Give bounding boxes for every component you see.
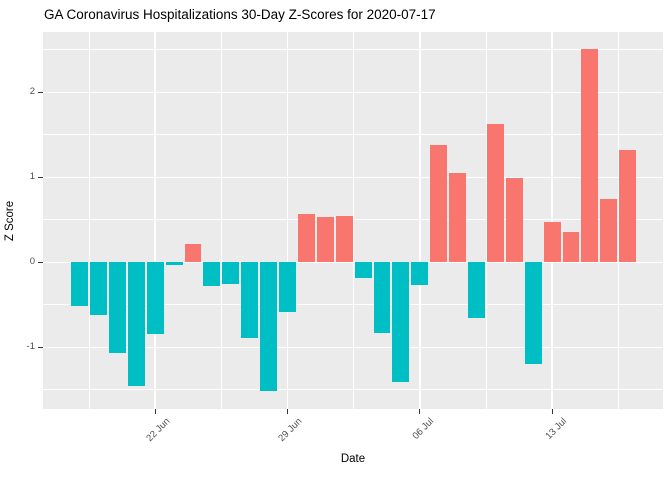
y-minor-gridline xyxy=(43,134,663,136)
x-tick-label: 06 Jul xyxy=(410,416,437,442)
bar-2020-07-03 xyxy=(354,262,372,279)
x-axis-title: Date xyxy=(340,453,366,465)
bar-2020-06-24 xyxy=(184,244,202,263)
x-minor-gridline xyxy=(220,32,222,409)
bar-2020-07-04 xyxy=(373,262,391,333)
x-tick-mark xyxy=(419,409,421,414)
bar-2020-07-08 xyxy=(449,173,467,263)
bar-2020-06-21 xyxy=(127,262,145,386)
chart-title: GA Coronavirus Hospitalizations 30-Day Z… xyxy=(44,7,436,22)
bar-2020-06-19 xyxy=(90,262,107,315)
x-tick-mark xyxy=(154,409,156,414)
bar-2020-07-13 xyxy=(543,221,561,263)
bar-2020-07-07 xyxy=(430,145,448,263)
y-major-gridline xyxy=(43,346,663,349)
x-minor-gridline xyxy=(617,32,619,409)
x-tick-label: 22 Jun xyxy=(144,416,172,444)
x-major-gridline xyxy=(154,32,156,409)
y-axis-title: Z Score xyxy=(2,32,18,409)
y-tick-label: -1 xyxy=(26,341,35,353)
y-tick-label: 0 xyxy=(29,256,35,268)
bar-2020-06-18 xyxy=(71,262,89,307)
y-minor-gridline xyxy=(43,219,663,221)
y-minor-gridline xyxy=(43,304,663,306)
bar-2020-07-09 xyxy=(468,262,485,318)
bar-2020-07-11 xyxy=(505,178,523,263)
bar-2020-07-01 xyxy=(316,217,334,263)
y-tick-mark xyxy=(38,176,43,178)
bar-2020-06-29 xyxy=(279,262,296,312)
bar-2020-07-05 xyxy=(392,262,410,383)
y-major-gridline xyxy=(43,91,663,94)
bar-2020-07-02 xyxy=(335,215,353,263)
x-tick-mark xyxy=(551,409,553,414)
bar-2020-07-15 xyxy=(581,48,599,263)
x-minor-gridline xyxy=(353,32,355,409)
bar-2020-07-10 xyxy=(486,123,504,263)
x-major-gridline xyxy=(419,32,421,409)
x-tick-label: 13 Jul xyxy=(543,416,569,442)
y-major-gridline xyxy=(43,176,663,179)
bar-2020-06-26 xyxy=(222,262,240,284)
bar-2020-06-25 xyxy=(203,262,221,287)
bar-2020-06-30 xyxy=(297,213,315,263)
bar-2020-06-28 xyxy=(260,262,278,391)
x-major-gridline xyxy=(286,32,289,409)
bar-2020-07-16 xyxy=(600,198,618,263)
bar-2020-07-14 xyxy=(562,231,580,263)
bar-2020-07-12 xyxy=(524,262,542,365)
x-minor-gridline xyxy=(88,32,90,409)
y-minor-gridline xyxy=(43,389,663,391)
bar-2020-07-06 xyxy=(411,262,429,286)
bar-2020-06-27 xyxy=(241,262,259,338)
y-axis-title-text: Z Score xyxy=(4,200,17,241)
bar-2020-07-17 xyxy=(619,150,637,263)
y-tick-mark xyxy=(38,261,43,263)
y-minor-gridline xyxy=(43,49,663,51)
x-tick-label: 29 Jun xyxy=(276,416,305,444)
y-tick-label: 1 xyxy=(29,171,35,183)
bar-2020-06-23 xyxy=(165,262,183,265)
x-major-gridline xyxy=(551,32,553,409)
y-tick-label: 2 xyxy=(29,86,35,98)
x-tick-mark xyxy=(287,409,288,414)
bar-2020-06-20 xyxy=(108,262,126,354)
y-tick-mark xyxy=(38,91,43,93)
y-major-gridline xyxy=(43,261,663,264)
bar-2020-06-22 xyxy=(146,262,164,334)
x-minor-gridline xyxy=(485,32,487,409)
plot-panel xyxy=(43,32,663,409)
y-tick-mark xyxy=(38,346,43,348)
